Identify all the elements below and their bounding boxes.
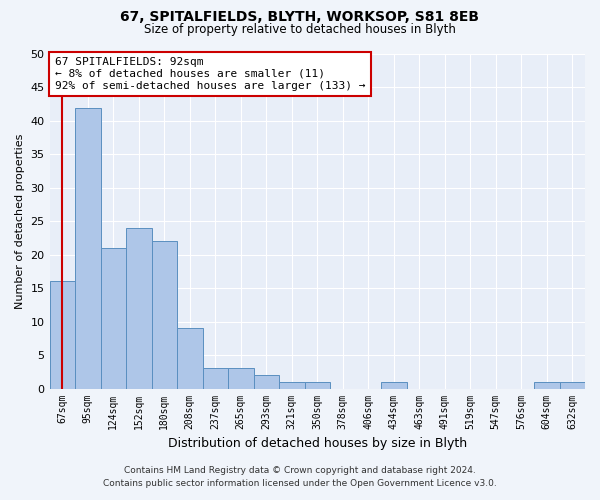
Bar — [305, 382, 330, 388]
X-axis label: Distribution of detached houses by size in Blyth: Distribution of detached houses by size … — [168, 437, 467, 450]
Bar — [254, 375, 279, 388]
Text: Size of property relative to detached houses in Blyth: Size of property relative to detached ho… — [144, 22, 456, 36]
Bar — [228, 368, 254, 388]
Bar — [534, 382, 560, 388]
Bar — [75, 108, 101, 388]
Bar — [126, 228, 152, 388]
Bar — [152, 242, 177, 388]
Text: Contains HM Land Registry data © Crown copyright and database right 2024.
Contai: Contains HM Land Registry data © Crown c… — [103, 466, 497, 487]
Bar — [101, 248, 126, 388]
Bar — [177, 328, 203, 388]
Bar — [560, 382, 585, 388]
Y-axis label: Number of detached properties: Number of detached properties — [15, 134, 25, 309]
Text: 67, SPITALFIELDS, BLYTH, WORKSOP, S81 8EB: 67, SPITALFIELDS, BLYTH, WORKSOP, S81 8E… — [121, 10, 479, 24]
Bar — [50, 282, 75, 389]
Bar — [279, 382, 305, 388]
Bar — [203, 368, 228, 388]
Text: 67 SPITALFIELDS: 92sqm
← 8% of detached houses are smaller (11)
92% of semi-deta: 67 SPITALFIELDS: 92sqm ← 8% of detached … — [55, 58, 365, 90]
Bar — [381, 382, 407, 388]
